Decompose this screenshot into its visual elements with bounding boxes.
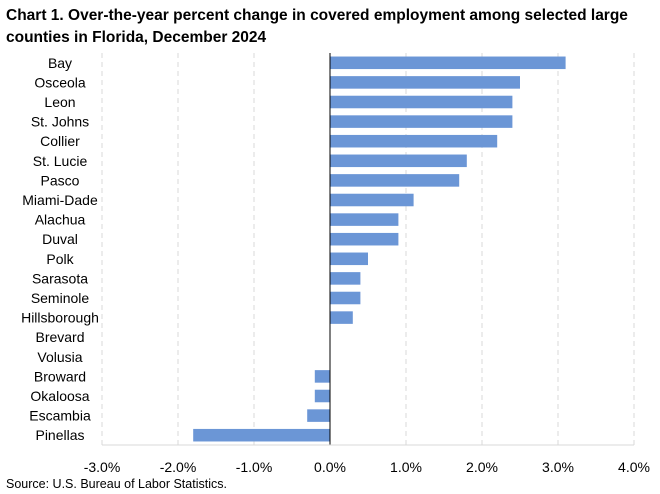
category-labels: Bay Osceola Leon St. Johns Collier St. Lucie P…	[21, 55, 99, 443]
bar-pasco	[330, 174, 460, 187]
bar-alachua	[330, 213, 399, 226]
x-tick-label: -3.0%	[84, 459, 121, 475]
gridlines	[101, 53, 635, 445]
category-label: Duval	[42, 231, 78, 247]
bar-okaloosa	[314, 389, 330, 403]
bar-duval	[330, 232, 399, 246]
category-label: St. Johns	[31, 114, 89, 130]
x-tick-label: 1.0%	[390, 459, 422, 475]
bar-osceola	[330, 76, 520, 89]
x-tick-labels: -3.0% -2.0% -1.0% 0.0% 1.0% 2.0% 3.0% 4.0%	[84, 459, 650, 475]
bar-miami-dade	[330, 193, 414, 207]
bar-polk	[330, 252, 368, 266]
bar-leon	[330, 95, 513, 109]
chart-title: Chart 1. Over-the-year percent change in…	[6, 7, 628, 46]
bar-st-johns	[330, 115, 513, 128]
category-label: Leon	[44, 94, 75, 110]
category-label: Osceola	[34, 74, 86, 90]
category-label: Polk	[46, 251, 74, 267]
category-label: Escambia	[29, 408, 91, 424]
bars	[193, 56, 566, 442]
category-label: Sarasota	[32, 270, 88, 286]
x-tick-label: 3.0%	[542, 459, 574, 475]
category-label: Volusia	[37, 349, 82, 365]
category-label: Hillsborough	[21, 310, 99, 326]
category-label: Seminole	[31, 290, 90, 306]
bar-sarasota	[330, 272, 361, 285]
x-tick-label: 0.0%	[314, 459, 346, 475]
bar-collier	[330, 134, 498, 148]
category-label: Okaloosa	[30, 388, 89, 404]
category-label: Brevard	[35, 329, 84, 345]
x-tick-label: -2.0%	[160, 459, 197, 475]
category-label: Bay	[48, 55, 72, 71]
category-label: St. Lucie	[33, 153, 88, 169]
x-tick-label: 2.0%	[466, 459, 498, 475]
bar-seminole	[330, 291, 361, 305]
x-tick-label: 4.0%	[618, 459, 650, 475]
category-label: Collier	[40, 133, 80, 149]
source-note: Source: U.S. Bureau of Labor Statistics.	[6, 477, 227, 491]
bar-escambia	[307, 409, 330, 422]
bar-st-lucie	[330, 154, 467, 168]
bar-broward	[314, 370, 330, 383]
bar-pinellas	[193, 428, 330, 442]
category-label: Pinellas	[35, 427, 84, 443]
category-label: Miami-Dade	[22, 192, 98, 208]
axes	[102, 53, 634, 446]
bar-hillsborough	[330, 311, 353, 324]
x-tick-label: -1.0%	[236, 459, 273, 475]
category-label: Broward	[34, 368, 86, 384]
category-label: Alachua	[35, 212, 86, 228]
category-label: Pasco	[41, 172, 80, 188]
bar-bay	[330, 56, 566, 70]
